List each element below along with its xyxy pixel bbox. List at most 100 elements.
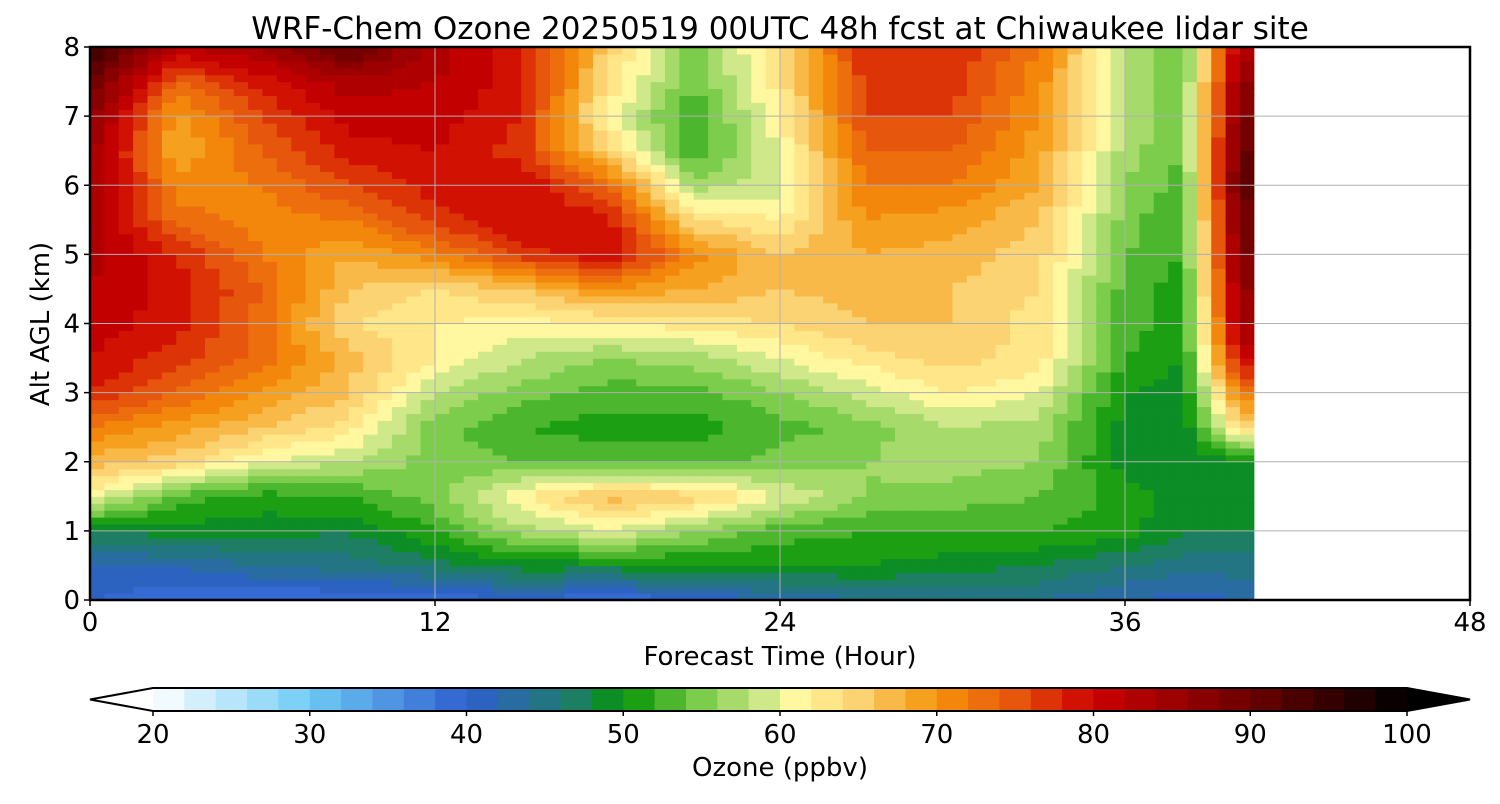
heatmap-cell	[881, 538, 896, 546]
heatmap-cell	[737, 88, 752, 96]
heatmap-cell	[248, 427, 263, 435]
heatmap-cell	[536, 358, 551, 366]
heatmap-cell	[306, 178, 321, 186]
heatmap-cell	[766, 75, 781, 83]
heatmap-cell	[478, 158, 493, 166]
heatmap-cell	[608, 365, 623, 373]
heatmap-cell	[737, 165, 752, 173]
heatmap-cell	[809, 227, 824, 235]
heatmap-cell	[679, 317, 694, 325]
heatmap-cell	[435, 462, 450, 470]
heatmap-cell	[579, 586, 594, 594]
heatmap-cell	[809, 88, 824, 96]
heatmap-cell	[378, 482, 393, 490]
heatmap-cell	[895, 406, 910, 414]
heatmap-cell	[579, 310, 594, 318]
heatmap-cell	[751, 489, 766, 497]
heatmap-cell	[306, 372, 321, 380]
heatmap-cell	[119, 178, 134, 186]
heatmap-cell	[536, 462, 551, 470]
heatmap-cell	[651, 54, 666, 62]
heatmap-cell	[248, 199, 263, 207]
heatmap-cell	[579, 158, 594, 166]
heatmap-cell	[924, 310, 939, 318]
heatmap-cell	[909, 386, 924, 394]
heatmap-cell	[593, 310, 608, 318]
heatmap-cell	[809, 489, 824, 497]
heatmap-cell	[90, 296, 105, 304]
heatmap-cell	[766, 185, 781, 193]
heatmap-cell	[219, 565, 234, 573]
heatmap-cell	[866, 489, 881, 497]
heatmap-cell	[852, 538, 867, 546]
heatmap-cell	[737, 386, 752, 394]
heatmap-cell	[708, 171, 723, 179]
heatmap-cell	[478, 109, 493, 117]
heatmap-cell	[838, 220, 853, 228]
heatmap-cell	[751, 116, 766, 124]
heatmap-cell	[449, 130, 464, 138]
heatmap-cell	[493, 268, 508, 276]
heatmap-cell	[550, 406, 565, 414]
heatmap-cell	[205, 427, 220, 435]
heatmap-cell	[464, 165, 479, 173]
heatmap-cell	[838, 275, 853, 283]
heatmap-cell	[794, 379, 809, 387]
heatmap-cell	[191, 365, 206, 373]
heatmap-cell	[263, 158, 278, 166]
heatmap-cell	[737, 247, 752, 255]
heatmap-cell	[809, 199, 824, 207]
heatmap-cell	[751, 151, 766, 159]
heatmap-cell	[636, 476, 651, 484]
heatmap-cell	[234, 303, 249, 311]
heatmap-cell	[679, 420, 694, 428]
heatmap-cell	[162, 123, 177, 131]
heatmap-cell	[334, 275, 349, 283]
heatmap-cell	[909, 303, 924, 311]
heatmap-cell	[378, 358, 393, 366]
heatmap-cell	[737, 282, 752, 290]
heatmap-cell	[133, 282, 148, 290]
heatmap-cell	[104, 482, 119, 490]
heatmap-cell	[392, 579, 407, 587]
heatmap-cell	[622, 123, 637, 131]
heatmap-cell	[119, 151, 134, 159]
heatmap-cell	[421, 54, 436, 62]
heatmap-cell	[406, 61, 421, 69]
heatmap-cell	[478, 482, 493, 490]
heatmap-cell	[306, 151, 321, 159]
heatmap-cell	[205, 496, 220, 504]
heatmap-cell	[866, 579, 881, 587]
heatmap-cell	[148, 61, 163, 69]
heatmap-cell	[148, 303, 163, 311]
heatmap-cell	[449, 559, 464, 567]
heatmap-cell	[392, 552, 407, 560]
heatmap-cell	[651, 531, 666, 539]
heatmap-cell	[909, 317, 924, 325]
heatmap-cell	[191, 441, 206, 449]
heatmap-cell	[967, 102, 982, 110]
heatmap-cell	[737, 227, 752, 235]
heatmap-cell	[536, 545, 551, 553]
heatmap-cell	[708, 448, 723, 456]
heatmap-cell	[234, 234, 249, 242]
heatmap-cell	[277, 462, 292, 470]
heatmap-cell	[464, 406, 479, 414]
heatmap-cell	[866, 61, 881, 69]
heatmap-cell	[392, 572, 407, 580]
heatmap-cell	[651, 503, 666, 511]
heatmap-cell	[622, 261, 637, 269]
heatmap-cell	[909, 268, 924, 276]
heatmap-cell	[277, 199, 292, 207]
heatmap-cell	[378, 434, 393, 442]
heatmap-cell	[191, 344, 206, 352]
heatmap-cell	[651, 545, 666, 553]
heatmap-cell	[435, 268, 450, 276]
heatmap-cell	[521, 282, 536, 290]
heatmap-cell	[866, 572, 881, 580]
heatmap-cell	[406, 130, 421, 138]
heatmap-cell	[536, 241, 551, 249]
heatmap-cell	[679, 137, 694, 145]
heatmap-cell	[665, 185, 680, 193]
heatmap-cell	[521, 482, 536, 490]
